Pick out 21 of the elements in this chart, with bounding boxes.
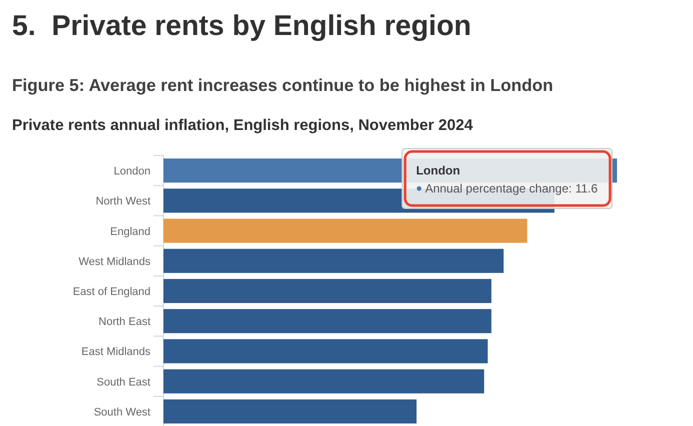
- chart-title: Figure 5: Average rent increases continue to be highest in London: [12, 75, 554, 95]
- bar: [164, 339, 488, 364]
- text: 5. Private rents by English region: [12, 10, 472, 42]
- y-tick-label: South East: [96, 376, 150, 388]
- y-tick-label: West Midlands: [78, 256, 151, 268]
- y-tick-label: North East: [98, 316, 150, 328]
- bar: [164, 369, 484, 394]
- bar: [164, 278, 492, 304]
- bar: [164, 399, 417, 424]
- bar: [164, 248, 504, 273]
- y-tick-label: England: [110, 226, 150, 238]
- annotation: Annual percentage change: 11.6: [425, 182, 598, 196]
- bar: [164, 218, 528, 243]
- annotation: London: [416, 164, 460, 178]
- y-tick-label: East of England: [72, 286, 150, 298]
- y-tick-label: South West: [94, 406, 150, 418]
- y-tick-label: London: [114, 166, 150, 178]
- bar: [164, 309, 492, 334]
- chart-subtitle: Private rents annual inflation, English regions, November 2024: [12, 117, 474, 134]
- y-tick-label: East Midlands: [81, 346, 151, 358]
- y-tick-label: North West: [96, 196, 150, 208]
